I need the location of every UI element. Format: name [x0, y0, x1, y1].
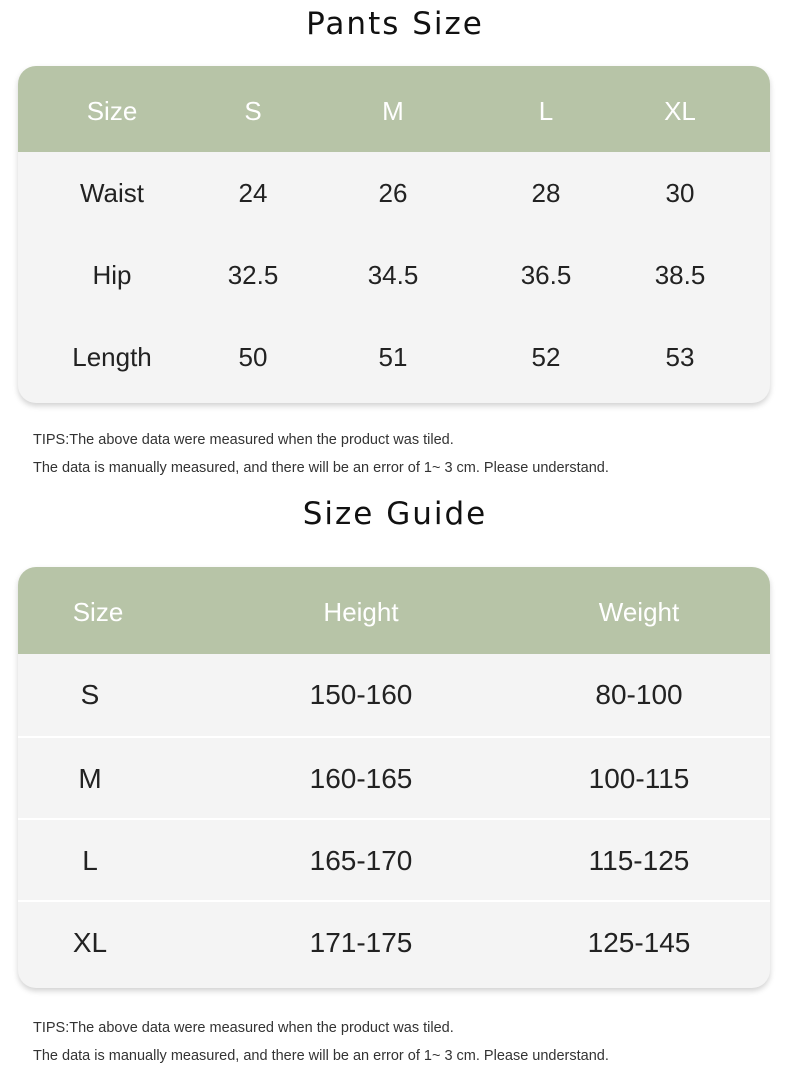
table-cell: 51	[378, 342, 408, 372]
tip-line: The data is manually measured, and there…	[33, 1048, 609, 1064]
table-cell: 38.5	[654, 260, 706, 290]
tip-line: The data is manually measured, and there…	[33, 460, 609, 476]
table-cell: 50	[238, 342, 268, 372]
pants-size-table: Size S M L XL Waist 24 26 28 30 Hip 32.5 34.5 36.5 38…	[18, 66, 770, 403]
guide-tips: TIPS:The above data were measured when t…	[33, 1014, 609, 1070]
table-row: Waist 24 26 28 30	[18, 152, 770, 234]
table-header: Size Height Weight	[18, 567, 770, 654]
tip-line: TIPS:The above data were measured when t…	[33, 432, 454, 448]
header-cell: Size	[86, 96, 138, 126]
table-cell: XL	[72, 927, 108, 958]
table-cell: 24	[238, 178, 268, 208]
table-cell: Length	[72, 342, 152, 372]
header-cell: Size	[72, 597, 124, 627]
table-cell: 125-145	[587, 927, 691, 958]
table-cell: 30	[665, 178, 695, 208]
table-cell: 80-100	[595, 679, 683, 710]
header-cell: S	[244, 96, 262, 126]
pants-tips: TIPS:The above data were measured when t…	[33, 426, 609, 482]
size-guide-title: Size Guide	[302, 496, 488, 532]
table-cell: 100-115	[588, 763, 690, 794]
table-cell: 34.5	[367, 260, 419, 290]
table-cell: S	[80, 679, 100, 710]
table-cell: 28	[531, 178, 561, 208]
table-cell: L	[82, 845, 98, 876]
header-cell: XL	[664, 96, 696, 126]
table-cell: 165-170	[309, 845, 413, 876]
table-header: Size S M L XL	[18, 66, 770, 152]
header-cell: M	[382, 96, 404, 126]
table-cell: Hip	[92, 260, 132, 290]
table-cell: 36.5	[520, 260, 572, 290]
table-cell: 52	[531, 342, 561, 372]
table-row: M 160-165 100-115	[18, 736, 770, 818]
table-cell: 150-160	[309, 679, 413, 710]
table-cell: Waist	[79, 178, 145, 208]
table-row: S 150-160 80-100	[18, 654, 770, 736]
header-cell: L	[538, 96, 554, 126]
pants-size-title: Pants Size	[306, 6, 484, 42]
table-cell: 26	[378, 178, 408, 208]
header-cell: Height	[323, 597, 399, 627]
table-cell: 32.5	[227, 260, 279, 290]
table-cell: 160-165	[309, 763, 413, 794]
table-row: XL 171-175 125-145	[18, 900, 770, 982]
size-guide-table: Size Height Weight S 150-160 80-100 M 160-165 1…	[18, 567, 770, 988]
table-cell: 171-175	[309, 927, 413, 958]
table-row: Length 50 51 52 53	[18, 316, 770, 398]
table-row: L 165-170 115-125	[18, 818, 770, 900]
table-cell: M	[78, 763, 102, 794]
table-cell: 53	[665, 342, 695, 372]
table-row: Hip 32.5 34.5 36.5 38.5	[18, 234, 770, 316]
table-cell: 115-125	[588, 845, 690, 876]
header-cell: Weight	[598, 597, 680, 627]
tip-line: TIPS:The above data were measured when t…	[33, 1020, 454, 1036]
